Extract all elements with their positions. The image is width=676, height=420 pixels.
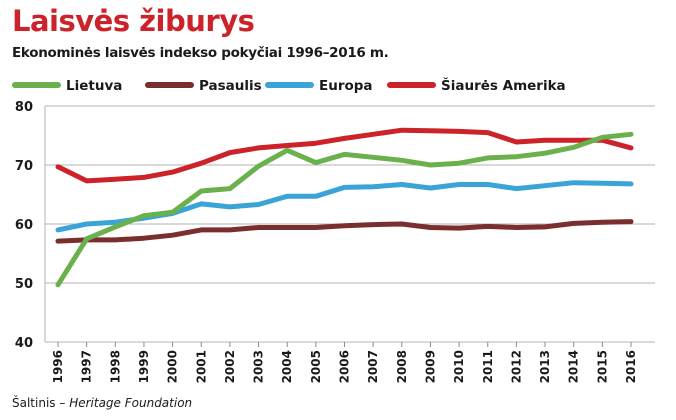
source-organization: Heritage Foundation xyxy=(69,396,193,410)
series-line-pasaulis xyxy=(55,219,634,244)
x-tick-label: 1999 xyxy=(137,350,151,383)
legend-label: Lietuva xyxy=(66,78,122,94)
x-tick-label: 1996 xyxy=(51,350,65,383)
y-tick-label: 40 xyxy=(15,336,33,351)
x-tick-label: 2001 xyxy=(194,350,208,383)
source-note: Šaltinis – Heritage Foundation xyxy=(12,396,192,410)
y-tick-label: 60 xyxy=(15,218,33,233)
x-tick-label: 2013 xyxy=(538,350,552,383)
x-tick-label: 2014 xyxy=(567,350,581,383)
x-tick-label: 2000 xyxy=(166,350,180,383)
legend-item: Europa xyxy=(265,78,373,94)
y-tick-label: 80 xyxy=(15,100,33,115)
chart-series xyxy=(55,127,634,288)
x-tick-label: 2004 xyxy=(280,350,294,383)
chart-title: Laisvės žiburys xyxy=(12,4,255,38)
x-tick-label: 2005 xyxy=(309,350,323,383)
x-tick-label: 1997 xyxy=(80,350,94,383)
legend-label: Pasaulis xyxy=(199,78,262,94)
x-tick-label: 2002 xyxy=(223,350,237,383)
x-tick-label: 2016 xyxy=(624,350,638,383)
x-tick-label: 2003 xyxy=(252,350,266,383)
x-tick-label: 2010 xyxy=(452,350,466,383)
x-axis: 1996 1997 1998 1999 2000 2001 2002 2003 2004 2005… xyxy=(51,342,638,383)
legend-label: Šiaurės Amerika xyxy=(441,76,566,94)
x-tick-label: 2012 xyxy=(509,350,523,383)
chart-legend: Lietuva Pasaulis Europa Šiaurės Amerika xyxy=(12,76,566,94)
x-tick-label: 2011 xyxy=(481,350,495,383)
x-tick-label: 2008 xyxy=(395,350,409,383)
x-tick-label: 2009 xyxy=(423,350,437,383)
y-tick-label: 50 xyxy=(15,277,33,292)
series-line-lietuva xyxy=(55,131,634,288)
source-label: Šaltinis – xyxy=(12,396,66,410)
x-tick-label: 2015 xyxy=(595,350,609,383)
series-line-europa xyxy=(55,180,634,233)
legend-label: Europa xyxy=(319,78,373,94)
chart-subtitle: Ekonominės laisvės indekso pokyčiai 1996… xyxy=(12,45,389,61)
y-tick-label: 70 xyxy=(15,159,33,174)
legend-item: Lietuva xyxy=(12,78,122,94)
x-tick-label: 2007 xyxy=(366,350,380,383)
legend-item: Pasaulis xyxy=(145,78,262,94)
series-line-šiaurės-amerika xyxy=(55,127,634,184)
x-tick-label: 1998 xyxy=(108,350,122,383)
x-tick-label: 2006 xyxy=(338,350,352,383)
y-axis: 40 50 60 70 80 xyxy=(15,100,33,351)
legend-item: Šiaurės Amerika xyxy=(387,76,566,94)
